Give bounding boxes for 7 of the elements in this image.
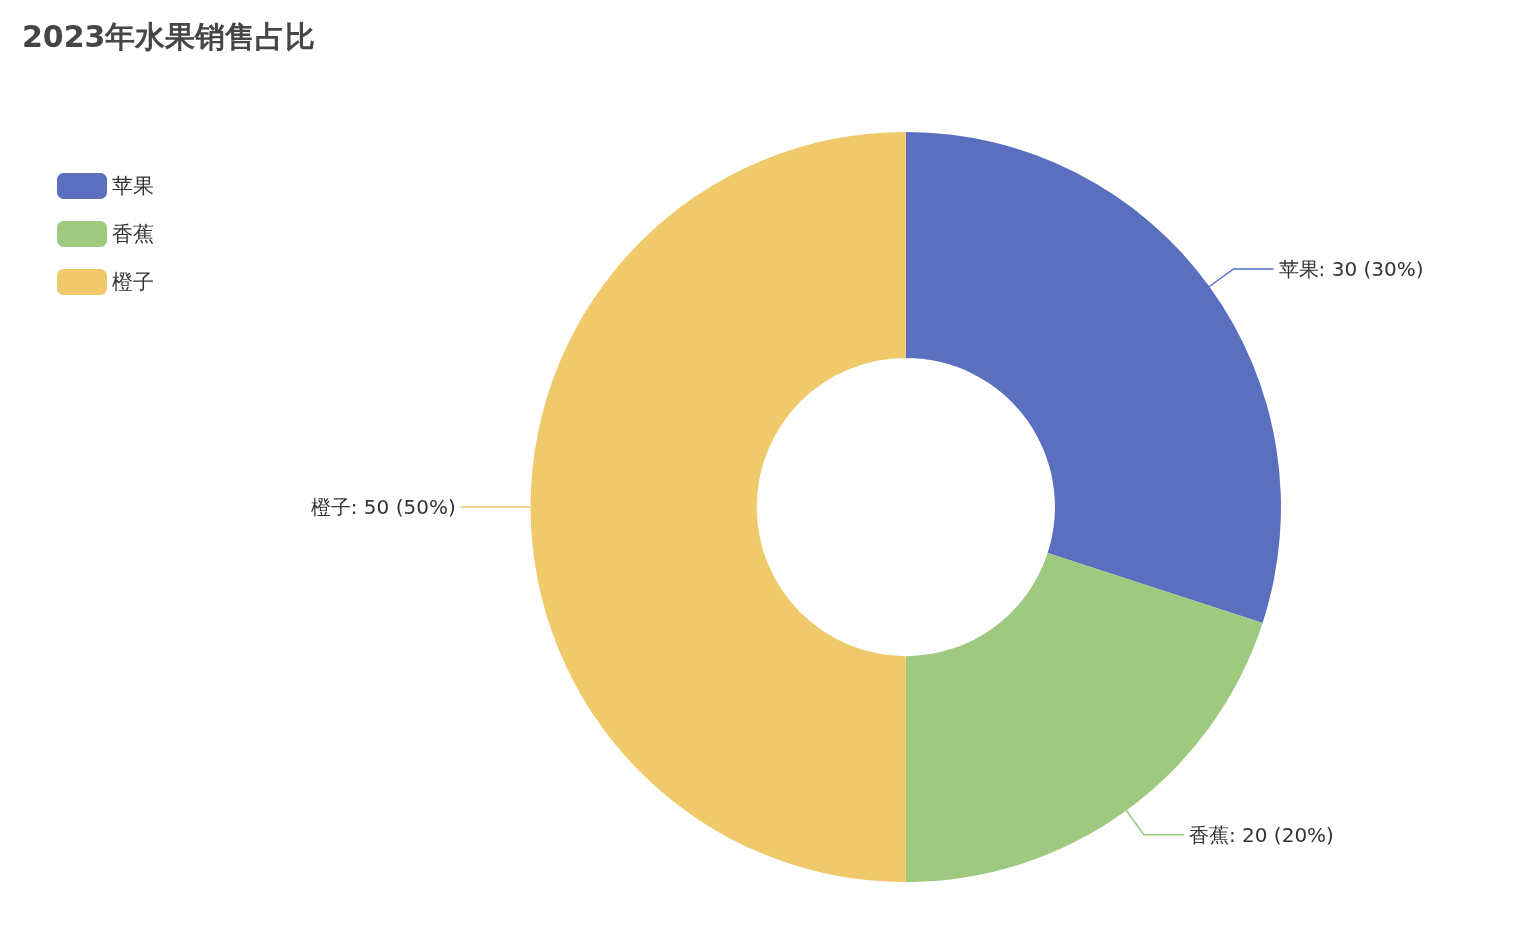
chart-title: 2023年水果销售占比 bbox=[22, 18, 316, 54]
legend-label: 香蕉 bbox=[112, 222, 154, 246]
data-label: 香蕉: 20 (20%) bbox=[1188, 822, 1334, 847]
legend-label: 苹果 bbox=[112, 174, 154, 198]
data-label: 橙子: 50 (50%) bbox=[310, 495, 456, 520]
data-label: 苹果: 30 (30%) bbox=[1278, 256, 1424, 281]
legend-label: 橙子 bbox=[112, 270, 154, 294]
